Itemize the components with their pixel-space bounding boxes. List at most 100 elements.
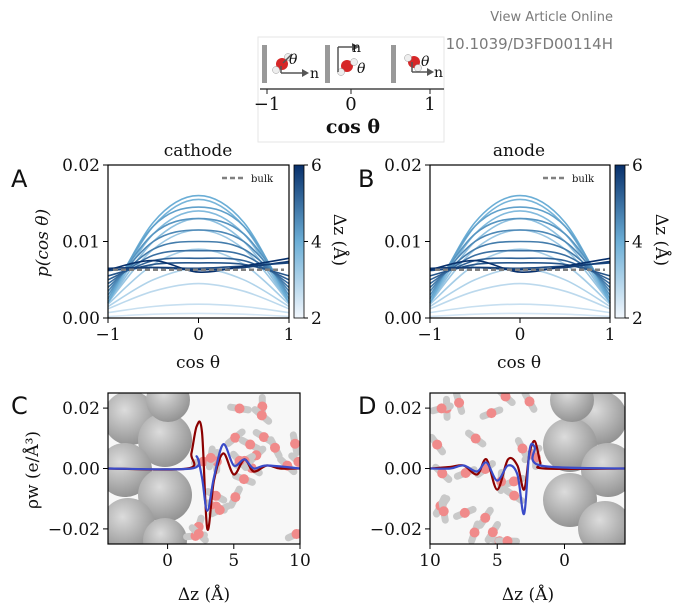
legend-bulk-label: bulk xyxy=(251,174,274,185)
panel-title: cathode xyxy=(164,141,233,161)
water-molecule xyxy=(188,524,209,544)
series-line xyxy=(107,312,290,318)
water-molecule xyxy=(224,428,246,447)
legend: bulk xyxy=(543,174,595,185)
series-line xyxy=(429,312,611,318)
water-molecule xyxy=(430,402,454,415)
water-molecule xyxy=(479,406,504,420)
svg-text:n: n xyxy=(310,66,319,82)
svg-text:n: n xyxy=(352,40,361,56)
doi-text: DOI: 10.1039/D3FD00114H xyxy=(408,35,613,53)
water-molecule xyxy=(484,520,502,544)
inset-tick-label: 1 xyxy=(424,94,435,115)
colorbar-bar xyxy=(293,164,305,319)
series-line xyxy=(429,303,611,314)
water-molecule xyxy=(208,502,232,518)
water-molecule xyxy=(205,445,216,471)
water-molecule xyxy=(495,536,521,544)
y-tick-label: 0.01 xyxy=(384,233,422,253)
series-line xyxy=(429,267,611,308)
electrode-atom xyxy=(550,393,594,422)
x-tick-label: 1 xyxy=(605,325,616,345)
series-line xyxy=(107,206,290,300)
ticks: −1 0 1 0.00 0.01 0.02 xyxy=(384,156,615,345)
plot-frame xyxy=(429,164,611,319)
water-molecule xyxy=(238,436,262,453)
x-tick-label: 0 xyxy=(193,325,204,345)
x-axis-label: Δz (Å) xyxy=(178,584,230,605)
series-line xyxy=(107,217,290,296)
panel-letter: A xyxy=(11,165,28,193)
inset-xlabel: cos θ xyxy=(326,116,380,138)
series-line xyxy=(107,282,290,310)
x-tick-label: −1 xyxy=(95,325,120,345)
series-line xyxy=(107,443,301,512)
inset-tick-label: 0 xyxy=(345,94,356,115)
water-molecule xyxy=(251,406,273,425)
y-tick-label: 0.02 xyxy=(62,399,100,419)
electrode-wall xyxy=(391,45,396,83)
water-molecule xyxy=(476,506,494,529)
electrode-atom xyxy=(138,468,192,522)
curves xyxy=(107,420,301,531)
y-tick-label: 0.00 xyxy=(62,460,100,480)
curves xyxy=(429,439,626,515)
series-line xyxy=(107,260,290,271)
colorbar: 2 4 6 Δz (Å) xyxy=(614,156,672,329)
inset-tick-label: −1 xyxy=(254,94,281,115)
colorbar-ticks: 2 4 6 xyxy=(304,156,322,329)
series-line xyxy=(429,229,611,292)
water-molecules xyxy=(430,393,543,544)
water-molecule xyxy=(464,429,487,448)
view-article-online-link[interactable]: View Article Online xyxy=(490,10,613,25)
y-tick-label: 0.02 xyxy=(62,156,100,176)
curves xyxy=(107,194,290,318)
series-line xyxy=(429,257,611,273)
colorbar-label: Δz (Å) xyxy=(329,214,350,266)
colorbar-tick-label: 2 xyxy=(311,309,322,329)
ticks: 10 5 0 0.02 0.00 −0.02 xyxy=(370,399,570,571)
water-molecule xyxy=(514,437,531,461)
legend: bulk xyxy=(222,174,274,185)
colorbar: 2 4 6 Δz (Å) xyxy=(293,156,350,329)
ticks: −1 0 1 0.00 0.01 0.02 xyxy=(62,156,294,345)
x-tick-label: 1 xyxy=(284,325,295,345)
svg-text:θ: θ xyxy=(289,52,298,68)
electrode-wall xyxy=(325,45,330,83)
water-molecule xyxy=(227,485,243,509)
water-molecule xyxy=(453,505,477,520)
electrode-atom xyxy=(138,413,192,467)
y-tick-label: 0.00 xyxy=(384,460,422,480)
electrode-atom xyxy=(108,498,155,544)
y-tick-label: −0.02 xyxy=(48,520,100,540)
water-molecule xyxy=(289,431,300,457)
panel-letter: D xyxy=(358,392,376,420)
plot-frame xyxy=(107,392,301,545)
electrode-atom xyxy=(578,501,625,544)
series-line xyxy=(107,303,290,314)
x-tick-label: 0 xyxy=(559,551,570,571)
electrode-atom xyxy=(543,418,597,472)
ticks: 0 5 10 0.02 0.00 −0.02 xyxy=(48,399,311,571)
colorbar-tick-label: 2 xyxy=(632,309,643,329)
x-tick-label: 0 xyxy=(162,551,173,571)
water-molecule xyxy=(521,393,538,413)
x-axis-label: cos θ xyxy=(497,353,541,373)
plot-frame xyxy=(107,164,290,319)
colorbar-tick-label: 4 xyxy=(311,233,322,253)
colorbar-ticks: 2 4 6 xyxy=(625,156,643,329)
x-tick-label: 5 xyxy=(228,551,239,571)
y-tick-label: 0.01 xyxy=(62,233,100,253)
colorbar-bar xyxy=(614,164,626,319)
series-line xyxy=(429,248,611,305)
svg-text:n: n xyxy=(434,65,443,81)
panel-title: anode xyxy=(493,141,545,161)
x-tick-label: 5 xyxy=(492,551,503,571)
x-tick-label: 10 xyxy=(419,551,441,571)
colorbar-tick-label: 4 xyxy=(632,233,643,253)
series-line xyxy=(107,248,290,305)
water-molecule xyxy=(267,436,283,460)
water-molecule-icon: n θ xyxy=(337,40,366,77)
water-molecule xyxy=(232,472,256,486)
electrode-atom xyxy=(143,518,187,544)
